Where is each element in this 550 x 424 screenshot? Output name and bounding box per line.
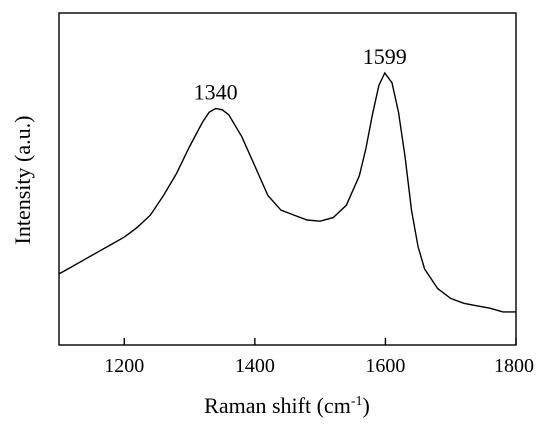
x-axis-title: Raman shift (cm-1) <box>204 393 370 418</box>
raman-series-line <box>58 71 516 313</box>
x-axis-tick-labels: 1200 1400 1600 1800 <box>104 355 534 377</box>
x-tick-label-1200: 1200 <box>104 355 144 377</box>
x-tick-label-1400: 1400 <box>235 355 275 377</box>
x-tick-label-1800: 1800 <box>494 355 534 377</box>
peak-annotations: 1340 1599 <box>194 44 407 105</box>
y-axis-title: Intensity (a.u.) <box>10 116 35 245</box>
peak-label-1340: 1340 <box>194 80 238 105</box>
plot-frame <box>58 12 517 346</box>
x-axis-ticks <box>123 338 517 345</box>
peak-label-1599: 1599 <box>363 44 407 69</box>
x-tick-label-1600: 1600 <box>365 355 405 377</box>
